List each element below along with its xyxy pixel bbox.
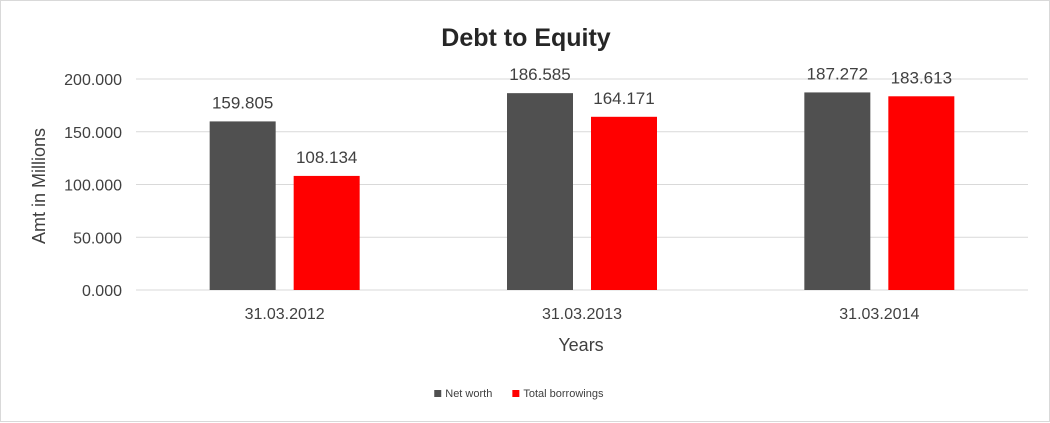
bar <box>293 175 360 290</box>
bar <box>507 93 573 290</box>
legend-label: Net worth <box>445 388 492 400</box>
legend-label: Total borrowings <box>523 388 604 400</box>
legend-swatch <box>512 390 520 397</box>
y-tick-label: 50.000 <box>73 230 122 247</box>
x-axis-title: Years <box>558 335 603 355</box>
data-label: 187.272 <box>807 64 868 83</box>
x-tick-label: 31.03.2014 <box>839 306 919 323</box>
x-tick-label: 31.03.2013 <box>542 306 622 323</box>
data-label: 186.585 <box>509 65 570 84</box>
legend-swatch <box>434 390 442 397</box>
data-label: 164.171 <box>593 89 654 108</box>
x-tick-label: 31.03.2012 <box>245 306 325 323</box>
bar <box>209 121 276 290</box>
y-tick-label: 150.000 <box>64 125 122 142</box>
chart-title: Debt to Equity <box>441 24 611 52</box>
y-tick-label: 100.000 <box>64 178 122 195</box>
bar <box>804 92 871 290</box>
data-label: 108.134 <box>296 148 357 167</box>
y-tick-label: 200.000 <box>64 72 122 89</box>
data-label: 159.805 <box>212 93 273 112</box>
y-axis-title: Amt in Millions <box>29 128 49 244</box>
y-tick-label: 0.000 <box>82 283 122 300</box>
data-label: 183.613 <box>891 68 952 87</box>
bar <box>888 96 955 290</box>
bar <box>591 116 657 291</box>
